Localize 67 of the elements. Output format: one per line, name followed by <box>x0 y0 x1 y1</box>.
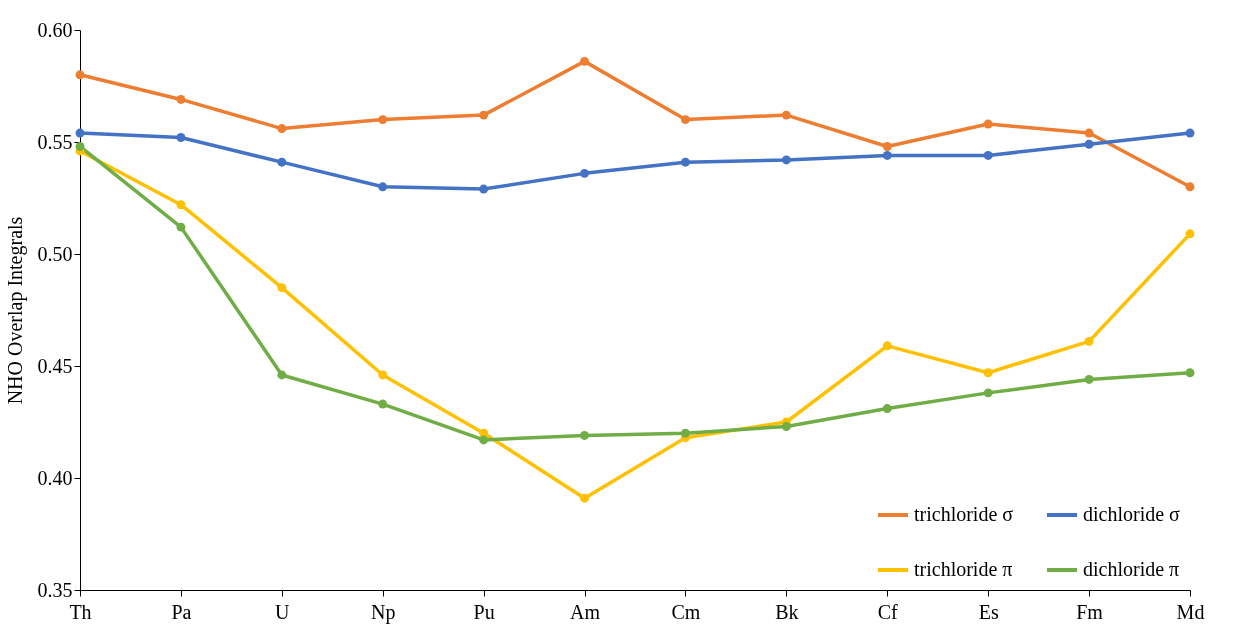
point <box>479 435 489 445</box>
point <box>479 110 489 120</box>
point <box>983 150 993 160</box>
x-tick-label: Th <box>69 600 92 623</box>
y-axis-title: NHO Overlap Integrals <box>3 216 27 405</box>
x-tick-label: Pa <box>171 600 192 623</box>
point <box>479 184 489 194</box>
point <box>781 422 791 431</box>
point <box>781 155 791 165</box>
y-tick-label: 0.45 <box>37 354 73 377</box>
point <box>983 368 993 378</box>
x-tick-label: Am <box>570 600 601 623</box>
point <box>1185 229 1195 239</box>
legend-label: dichloride σ <box>1083 503 1181 525</box>
point <box>580 493 590 503</box>
point <box>680 428 690 438</box>
y-tick-label: 0.55 <box>37 130 73 153</box>
point <box>1185 128 1195 138</box>
legend-label: trichloride σ <box>914 503 1014 525</box>
y-tick-label: 0.40 <box>37 466 73 489</box>
y-tick-label: 0.60 <box>37 18 73 41</box>
point <box>781 110 791 120</box>
point <box>882 150 892 160</box>
point <box>1185 182 1195 192</box>
point <box>75 142 85 151</box>
point <box>378 370 388 380</box>
point <box>983 119 993 129</box>
legend-label: trichloride π <box>914 558 1013 580</box>
point <box>1084 336 1094 346</box>
point <box>1084 374 1094 384</box>
point <box>680 115 690 125</box>
point <box>983 388 993 398</box>
point <box>277 370 287 380</box>
point <box>1084 139 1094 149</box>
point <box>1084 128 1094 138</box>
x-tick-label: Cm <box>671 600 701 623</box>
point <box>580 168 590 178</box>
legend-label: dichloride π <box>1083 558 1180 580</box>
x-tick-label: Np <box>371 600 396 624</box>
x-tick-label: Pu <box>473 600 495 623</box>
point <box>277 124 287 134</box>
point <box>680 157 690 167</box>
point <box>378 182 388 192</box>
point <box>176 133 186 142</box>
x-tick-label: Es <box>978 600 999 623</box>
x-tick-label: Fm <box>1076 600 1104 623</box>
point <box>882 341 892 351</box>
y-tick-label: 0.35 <box>37 578 73 601</box>
x-tick-label: Md <box>1176 600 1205 623</box>
point <box>378 115 388 125</box>
x-tick-label: Bk <box>775 600 799 623</box>
point <box>882 404 892 414</box>
x-tick-label: U <box>275 600 291 623</box>
point <box>1185 368 1195 378</box>
point <box>580 56 590 66</box>
point <box>176 222 186 232</box>
point <box>176 200 186 210</box>
point <box>378 399 388 409</box>
point <box>277 157 287 167</box>
point <box>176 94 186 104</box>
point <box>277 283 287 293</box>
point <box>75 70 85 80</box>
point <box>580 430 590 440</box>
y-tick-label: 0.50 <box>37 242 73 265</box>
point <box>882 142 892 151</box>
x-tick-label: Cf <box>877 600 899 623</box>
point <box>75 128 85 138</box>
